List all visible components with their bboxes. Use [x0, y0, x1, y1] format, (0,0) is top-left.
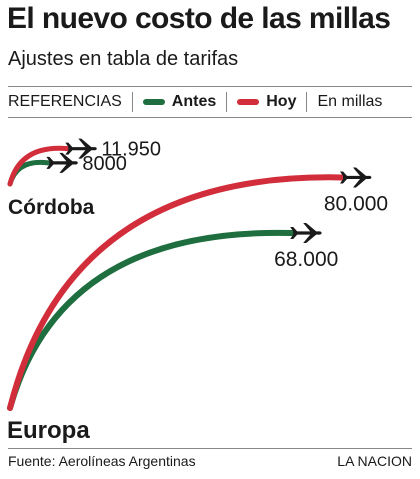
arc-crdoba-hoy: [7, 145, 70, 187]
legend-item-antes: Antes: [131, 92, 226, 112]
source-note: Fuente: Aerolíneas Argentinas: [8, 453, 196, 469]
footer: Fuente: Aerolíneas Argentinas LA NACION: [8, 448, 412, 469]
arcs-layer: [7, 145, 345, 411]
category-label-crdoba: Córdoba: [8, 196, 95, 219]
legend-swatch-antes: [142, 99, 165, 105]
value-label-europa-hoy: 80.000: [324, 192, 388, 215]
arc-europa-hoy: [7, 174, 345, 411]
airplane-icon: [340, 167, 372, 188]
arc-europa-antes: [7, 229, 296, 411]
value-label-crdoba-antes: 8000: [82, 153, 127, 175]
airplane-icon: [46, 152, 78, 173]
legend-unit-cell: En millas: [306, 92, 392, 112]
legend-series-hoy: Hoy: [266, 93, 297, 110]
legend: REFERENCIAS Antes Hoy En millas: [8, 86, 412, 118]
publisher-credit: LA NACION: [337, 453, 412, 469]
airplane-icon: [65, 138, 97, 159]
value-label-crdoba-hoy: 11.950: [101, 139, 161, 161]
legend-unit: En millas: [317, 93, 383, 110]
legend-series-antes: Antes: [171, 93, 217, 110]
legend-label: REFERENCIAS: [8, 93, 122, 110]
planes-layer: [46, 138, 372, 244]
chart-title: El nuevo costo de las millas: [7, 2, 391, 35]
category-label-europa: Europa: [7, 417, 90, 444]
value-label-europa-antes: 68.000: [274, 248, 338, 271]
airplane-icon: [290, 223, 322, 244]
legend-label-cell: REFERENCIAS: [8, 92, 132, 112]
legend-item-hoy: Hoy: [226, 92, 306, 112]
chart-subtitle: Ajustes en tabla de tarifas: [8, 48, 239, 70]
legend-swatch-hoy: [237, 99, 260, 105]
